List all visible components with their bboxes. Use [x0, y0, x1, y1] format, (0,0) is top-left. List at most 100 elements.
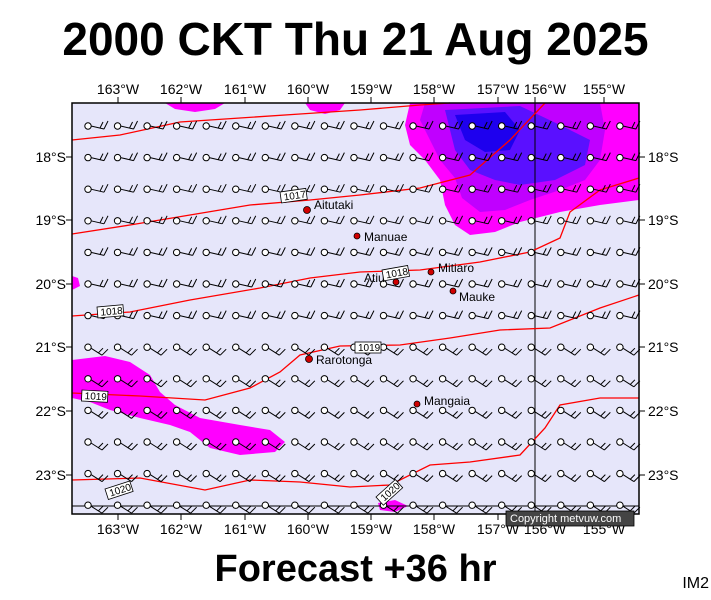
wind-barb — [179, 215, 198, 225]
wind-barb-station — [586, 438, 595, 446]
wind-barb-station — [113, 406, 122, 415]
wind-barb-station — [438, 438, 447, 446]
wind-barb — [90, 183, 109, 193]
wind-barb-station — [379, 311, 388, 320]
wind-barb — [90, 379, 109, 388]
lat-labels-left: 18°S 19°S 20°S 21°S 22°S 23°S — [35, 149, 66, 483]
wind-barb-station — [172, 469, 181, 478]
wind-barb — [238, 505, 257, 514]
wind-barb — [327, 278, 345, 288]
wind-barb-station — [261, 438, 269, 446]
copyright-text: Copyright metvuw.com — [510, 513, 621, 525]
wind-barb — [90, 215, 109, 225]
wind-barb — [593, 379, 611, 388]
wind-barb — [208, 379, 227, 388]
wind-barb-station — [586, 311, 595, 320]
wind-barb-station — [498, 311, 506, 320]
place-label-atiu: Atiu — [364, 271, 385, 285]
wind-barb — [504, 278, 523, 288]
wind-barb-station — [261, 469, 269, 478]
wind-barb-station — [320, 185, 329, 193]
wind-barb-station — [586, 280, 595, 288]
lon-labels-top: 163°W 162°W 161°W 160°W 159°W 158°W 157°… — [97, 81, 626, 97]
wind-barb-station — [84, 185, 92, 193]
lat-labels-right: 18°S 19°S 20°S 21°S 22°S 23°S — [648, 149, 679, 483]
wind-barb-station — [379, 438, 388, 446]
wind-barb-station — [172, 501, 181, 509]
wind-barb — [149, 247, 168, 256]
wind-barb-station — [468, 501, 476, 509]
wind-barb-station — [202, 469, 210, 478]
wind-barb-station — [291, 311, 299, 320]
wind-barb — [474, 474, 493, 483]
lon-label-top-163: 163°W — [97, 81, 140, 97]
wind-barb — [534, 215, 552, 225]
wind-barb — [208, 347, 227, 356]
place-label-manuae: Manuae — [364, 230, 408, 244]
wind-barb — [149, 505, 168, 514]
wind-barb — [386, 505, 404, 514]
wind-barb-station — [261, 185, 269, 193]
wind-barb-station — [438, 122, 447, 130]
wind-barb-station — [291, 122, 299, 130]
wind-barb-station — [616, 217, 624, 225]
wind-barb-station — [143, 153, 151, 162]
wind-barb-station — [557, 122, 565, 130]
wind-barb — [238, 379, 257, 388]
wind-barb-station — [438, 280, 447, 288]
wind-barb — [386, 215, 404, 225]
wind-barb — [120, 215, 138, 225]
wind-barb — [504, 152, 523, 162]
wind-barb-station — [113, 469, 122, 478]
wind-barb-station — [350, 153, 358, 162]
wind-barb-station — [320, 375, 329, 383]
wind-barb-station — [261, 501, 269, 509]
lat-label-right-22: 22°S — [648, 403, 679, 419]
wind-barb — [149, 183, 168, 193]
wind-barb — [415, 183, 434, 193]
wind-barb — [386, 247, 404, 256]
place-markers: Aitutaki Manuae Mitiaro Atiu Mauke Rarot… — [303, 198, 495, 408]
wind-barb — [445, 310, 464, 320]
wind-barb-station — [320, 122, 329, 130]
wind-barb-station — [527, 406, 535, 415]
wind-barb-station — [498, 280, 506, 288]
wind-barb-station — [438, 311, 447, 320]
wind-barb — [475, 120, 493, 130]
lon-label-bottom-161: 161°W — [224, 521, 267, 537]
wind-barb-station — [84, 469, 92, 478]
wind-barb-station — [586, 217, 595, 225]
wind-barb — [208, 410, 227, 419]
wind-barb-station — [143, 122, 151, 130]
wind-barb-station — [232, 343, 240, 351]
wind-barb — [327, 183, 345, 193]
wind-barb — [386, 410, 404, 419]
wind-barb — [475, 310, 493, 320]
wind-barb-station — [557, 343, 565, 351]
wind-barb — [120, 183, 138, 193]
wind-barb — [475, 278, 493, 288]
wind-barb-station — [438, 375, 447, 383]
wind-barbs — [84, 120, 641, 514]
wind-barb-station — [261, 406, 269, 415]
wind-barb-station — [616, 248, 624, 257]
wind-barb — [149, 120, 168, 130]
wind-barb — [238, 310, 257, 320]
wind-barb — [179, 310, 198, 320]
wind-barb — [268, 474, 286, 483]
wind-barb-station — [438, 248, 447, 257]
wind-barb — [563, 310, 582, 320]
wind-barb-station — [498, 122, 506, 130]
wind-barb-station — [379, 469, 388, 478]
wind-barb — [386, 310, 404, 320]
wind-barb-station — [468, 122, 476, 130]
wind-barb — [327, 505, 345, 514]
wind-barb — [268, 215, 286, 225]
wind-barb — [563, 120, 582, 130]
wind-barb-station — [202, 185, 210, 193]
wind-barb — [268, 442, 286, 451]
wind-barb — [297, 442, 316, 451]
wind-barb — [327, 215, 345, 225]
wind-barb-station — [616, 469, 624, 478]
wind-barb — [120, 410, 138, 419]
